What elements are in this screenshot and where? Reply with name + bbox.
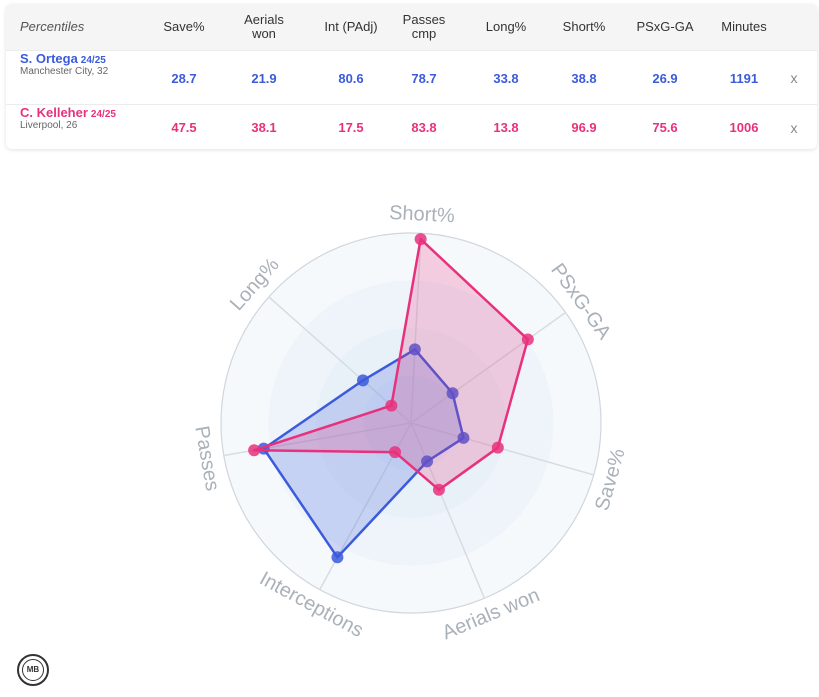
header-long-pct: Long% xyxy=(485,19,527,34)
series-point xyxy=(491,441,504,454)
table-row-ortega: S. Ortega 24/25 Manchester City, 32 28.7 … xyxy=(6,50,817,105)
radar-axis-line xyxy=(410,311,566,424)
cell-long-pct: 13.8 xyxy=(493,120,519,135)
cell-save-pct: 47.5 xyxy=(171,120,197,135)
series-polygon-2 xyxy=(252,237,530,492)
player-ortega[interactable]: S. Ortega 24/25 Manchester City, 32 xyxy=(20,51,160,105)
cell-passes-cmp: 83.8 xyxy=(411,120,437,135)
header-int-padj: Int (PAdj) xyxy=(324,19,378,34)
mb-logo-icon: MB xyxy=(17,654,49,686)
player-kelleher[interactable]: C. Kelleher 24/25 Liverpool, 26 xyxy=(20,105,160,149)
cell-long-pct: 33.8 xyxy=(493,70,519,86)
series-point xyxy=(408,343,421,356)
series-point xyxy=(414,233,427,246)
radar-axis-line xyxy=(410,422,486,599)
player-season: 24/25 xyxy=(80,55,106,66)
header-aerials-won: Aerials won xyxy=(244,12,284,41)
cell-save-pct: 28.7 xyxy=(171,70,197,86)
comparison-table: Percentiles Save% Aerials won Int (PAdj)… xyxy=(6,4,817,149)
table-header: Percentiles Save% Aerials won Int (PAdj)… xyxy=(6,4,817,50)
cell-aerials-won: 21.9 xyxy=(251,70,277,86)
axis-label: Passes xyxy=(190,424,223,492)
series-point xyxy=(521,333,534,346)
header-save-pct: Save% xyxy=(163,19,205,34)
header-psxg-ga: PSxG-GA xyxy=(636,19,694,34)
player-team: Liverpool, 26 xyxy=(20,120,78,131)
header-percentiles: Percentiles xyxy=(20,19,85,34)
cell-minutes: 1191 xyxy=(729,70,759,86)
remove-player-button[interactable]: x xyxy=(790,119,798,136)
table-row-kelleher: C. Kelleher 24/25 Liverpool, 26 47.5 38.1… xyxy=(6,104,817,149)
header-passes-cmp: Passes cmp xyxy=(402,12,446,41)
logo-text: MB xyxy=(26,665,40,674)
series-point xyxy=(457,431,470,444)
remove-player-button[interactable]: x xyxy=(790,70,798,86)
series-point xyxy=(446,387,459,400)
player-name: C. Kelleher xyxy=(20,105,88,120)
player-team: Manchester City, 32 xyxy=(20,66,109,77)
cell-psxg-ga: 26.9 xyxy=(652,70,678,86)
series-point xyxy=(432,483,445,496)
cell-short-pct: 96.9 xyxy=(571,120,597,135)
series-point xyxy=(331,551,344,564)
player-season: 24/25 xyxy=(90,109,116,120)
player-name: S. Ortega xyxy=(20,51,78,66)
series-polygon-1 xyxy=(262,348,465,559)
cell-aerials-won: 38.1 xyxy=(251,120,277,135)
cell-int-padj: 17.5 xyxy=(338,120,364,135)
cell-psxg-ga: 75.6 xyxy=(652,120,678,135)
axis-label: Short% xyxy=(389,202,456,227)
cell-passes-cmp: 78.7 xyxy=(411,70,437,86)
series-point xyxy=(385,399,398,412)
cell-minutes: 1006 xyxy=(729,120,759,135)
radar-axis-line xyxy=(410,233,422,424)
series-point xyxy=(248,444,261,457)
series-point xyxy=(421,455,434,468)
header-minutes: Minutes xyxy=(721,19,767,34)
cell-int-padj: 80.6 xyxy=(338,70,364,86)
cell-short-pct: 38.8 xyxy=(571,70,597,86)
series-point xyxy=(356,374,369,387)
header-short-pct: Short% xyxy=(562,19,606,34)
series-point xyxy=(389,446,402,459)
